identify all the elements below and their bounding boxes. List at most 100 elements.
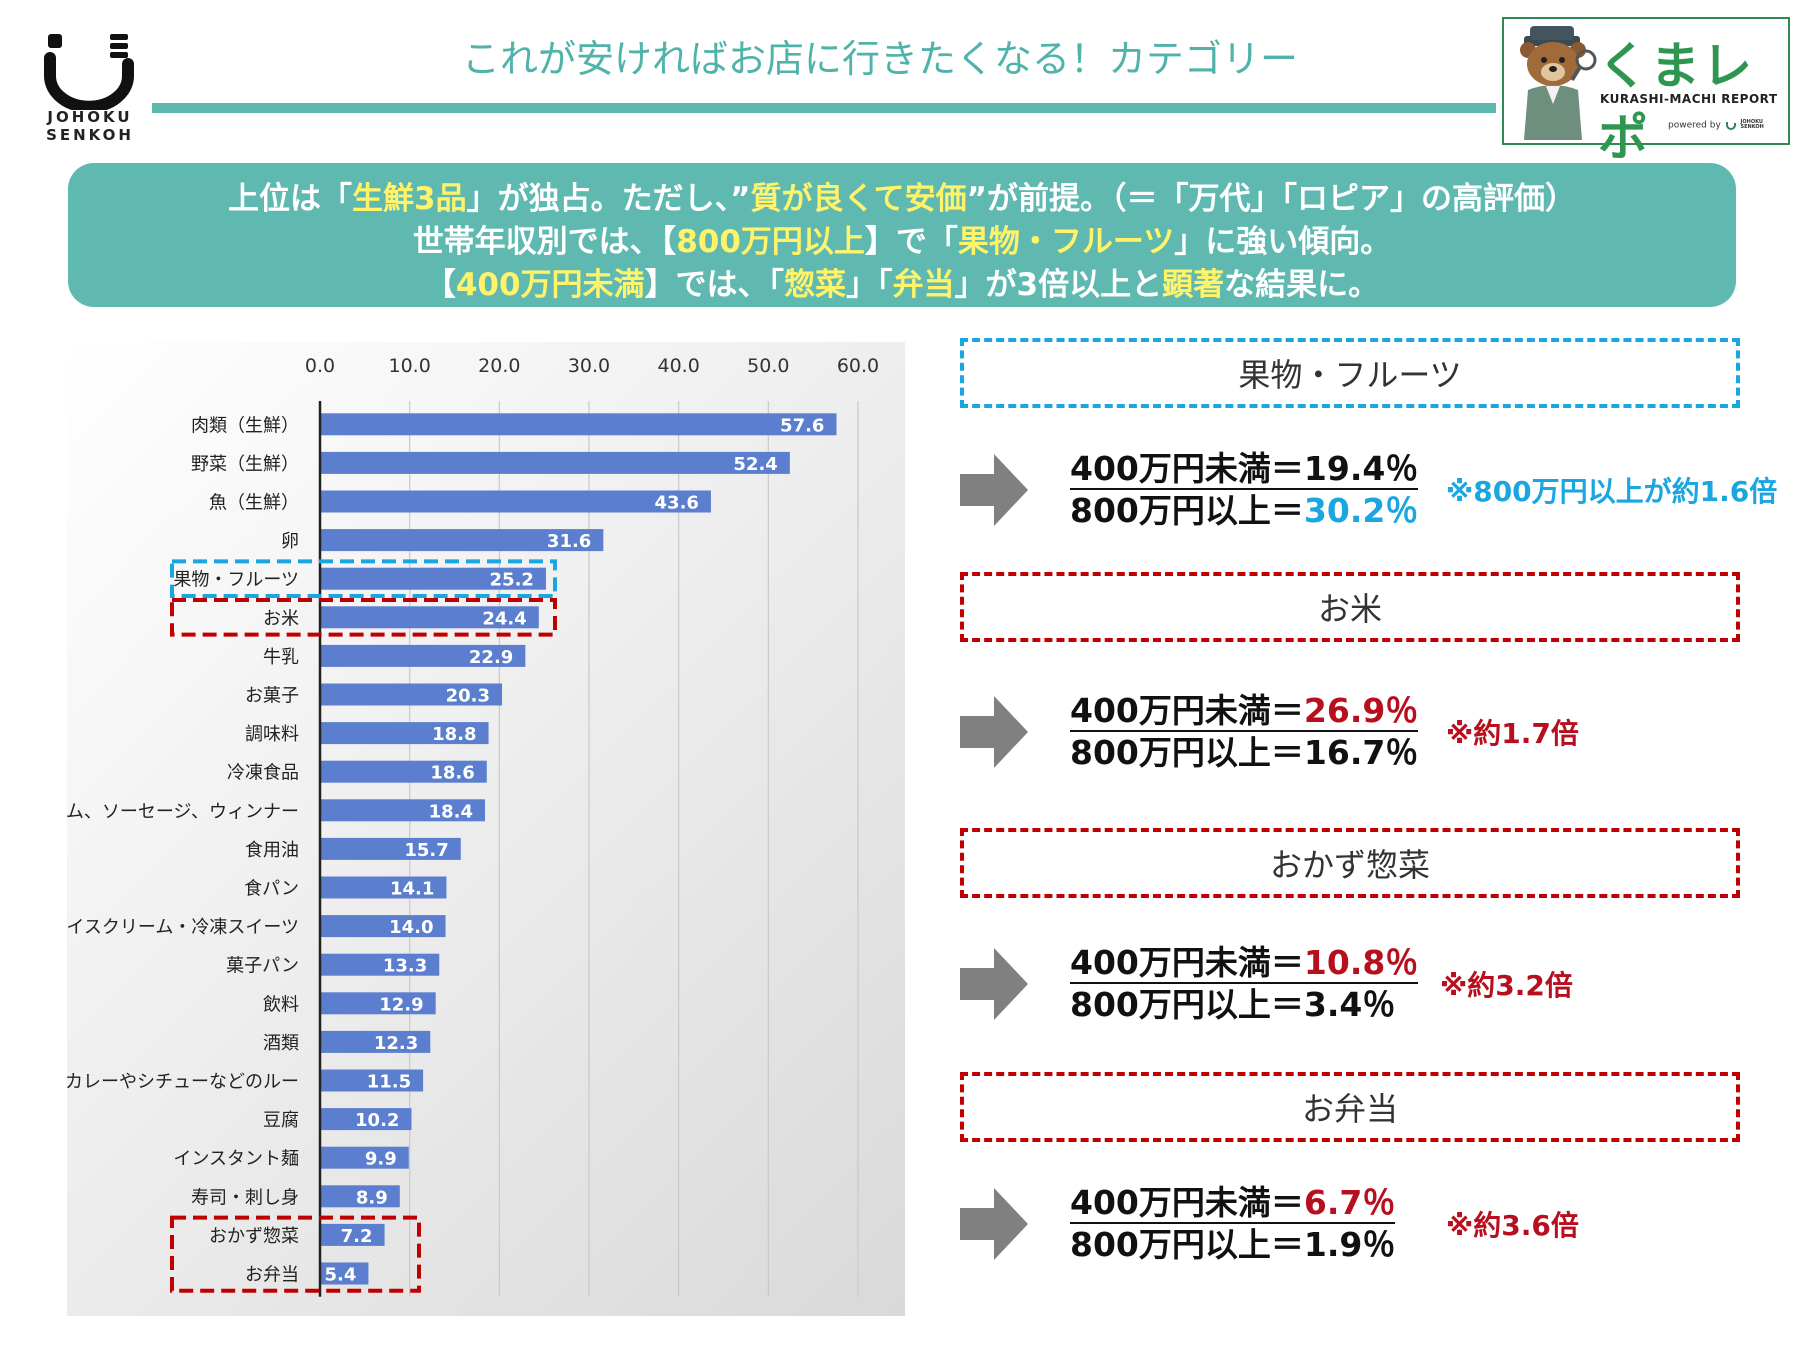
category-label: 寿司・刺し身 [191, 1187, 299, 1208]
bar [320, 683, 503, 706]
x-tick-label: 0.0 [305, 355, 335, 377]
bar [320, 490, 711, 513]
comparison-title: 果物・フルーツ [1238, 356, 1462, 394]
category-label: カレーやシチューなどのルー [67, 1072, 299, 1093]
bar [320, 1030, 431, 1053]
bar [320, 1146, 409, 1169]
highlight-box-rice [170, 598, 557, 637]
stat-low-income: 400万円未満＝19.4％ [1070, 449, 1419, 490]
stat-high-income: 800万円以上＝3.4％ [1070, 985, 1396, 1024]
right-arrow-icon [960, 948, 1028, 1020]
stat-high-income: 800万円以上＝30.2％ [1070, 491, 1419, 530]
bar-value-label: 12.3 [374, 1033, 418, 1054]
x-tick-label: 40.0 [658, 355, 700, 377]
bar [320, 799, 485, 822]
category-label: 酒類 [263, 1033, 299, 1054]
comparison-note: ※約3.6倍 [1446, 1209, 1579, 1242]
stat-low-income: 400万円未満＝10.8％ [1070, 943, 1419, 984]
bar [320, 722, 489, 745]
stat-high-income: 800万円以上＝16.7％ [1070, 733, 1419, 772]
category-label: 牛乳 [263, 647, 299, 668]
right-arrow-icon [960, 454, 1028, 526]
bar-chart: 0.0 10.0 20.0 30.0 40.0 50.0 60.0 57.6 肉類（生鮮） 52.… [67, 355, 879, 1297]
brand-subtitle: KURASHI-MACHI REPORT [1600, 92, 1778, 106]
bar-value-label: 10.2 [355, 1110, 399, 1131]
comparison-stats: 400万円未満＝6.7％ 800万円以上＝1.9％ [1070, 1182, 1396, 1266]
bar-value-label: 20.3 [446, 686, 490, 707]
mini-logo-icon [1725, 121, 1736, 130]
title-rule [152, 103, 1496, 113]
comparison-title-box: お弁当 [960, 1072, 1740, 1142]
bar [320, 1223, 385, 1246]
bar [320, 567, 546, 590]
bar-value-label: 7.2 [341, 1226, 373, 1247]
right-arrow-icon [960, 1188, 1028, 1260]
comparison-title-box: おかず惣菜 [960, 828, 1740, 898]
bar-value-label: 18.6 [430, 763, 474, 784]
bar-value-label: 14.1 [390, 879, 434, 900]
x-tick-label: 30.0 [568, 355, 610, 377]
category-label: ハム、ソーセージ、ウィンナー [67, 801, 299, 822]
bar-value-label: 13.3 [383, 956, 427, 977]
stat-low-income: 400万円未満＝6.7％ [1070, 1183, 1396, 1224]
bar [320, 1262, 369, 1285]
category-label: 果物・フルーツ [173, 570, 299, 591]
bar [320, 915, 446, 938]
x-tick-label: 10.0 [389, 355, 431, 377]
summary-line-1: 上位は「生鮮3品」が独占。ただし、”質が良くて安価”が前提。（＝「万代」「ロピア… [228, 181, 1576, 217]
johoku-senkoh-logo [44, 34, 134, 110]
bar-value-label: 11.5 [367, 1072, 411, 1093]
bar-value-label: 57.6 [780, 415, 824, 436]
bar-value-label: 25.2 [490, 570, 534, 591]
bar-value-label: 5.4 [325, 1265, 357, 1286]
bar-value-label: 31.6 [547, 531, 591, 552]
category-label: 調味料 [245, 724, 299, 745]
x-tick-label: 20.0 [478, 355, 520, 377]
category-label: 卵 [281, 531, 299, 552]
bar-value-label: 8.9 [356, 1187, 388, 1208]
comparison-stats: 400万円未満＝26.9％ 800万円以上＝16.7％ [1070, 690, 1419, 774]
bar-value-label: 14.0 [389, 917, 433, 938]
bar-value-label: 52.4 [733, 454, 777, 475]
bar-chart-panel: 0.0 10.0 20.0 30.0 40.0 50.0 60.0 57.6 肉類（生鮮） 52.… [67, 342, 905, 1316]
bar-value-label: 24.4 [482, 608, 526, 629]
bar [320, 529, 604, 552]
bar [320, 1185, 400, 1208]
comparison-title-box: 果物・フルーツ [960, 338, 1740, 408]
bar [320, 451, 790, 474]
x-tick-label: 50.0 [747, 355, 789, 377]
x-tick-label: 60.0 [837, 355, 879, 377]
bar [320, 644, 526, 667]
bar [320, 413, 837, 436]
category-label: 野菜（生鮮） [191, 454, 299, 475]
comparison-note: ※800万円以上が約1.6倍 [1446, 475, 1778, 508]
bar [320, 1069, 424, 1092]
right-arrow-icon [960, 696, 1028, 768]
bar [320, 953, 440, 976]
comparison-title: お米 [1317, 590, 1382, 628]
bar-value-label: 43.6 [655, 493, 699, 514]
category-label: 肉類（生鮮） [191, 415, 299, 436]
brand-name: くまレポ [1598, 37, 1754, 167]
bar-value-label: 18.4 [429, 801, 473, 822]
bar-value-label: 9.9 [365, 1149, 397, 1170]
comparison-title: おかず惣菜 [1269, 846, 1430, 884]
bear-detective-mascot-icon [1520, 26, 1597, 140]
comparison-title-box: お米 [960, 572, 1740, 642]
logo-wordmark: JOHOKU SENKOH [46, 108, 134, 144]
comparison-title: お弁当 [1301, 1090, 1398, 1128]
comparison-note: ※約1.7倍 [1446, 717, 1579, 750]
bar [320, 876, 447, 899]
bar [320, 992, 436, 1015]
bar [320, 1108, 412, 1131]
bar-value-label: 15.7 [404, 840, 448, 861]
category-label: アイスクリーム・冷凍スイーツ [67, 917, 299, 938]
category-label: お菓子 [245, 686, 299, 707]
category-label: 冷凍食品 [227, 763, 299, 784]
bar [320, 606, 539, 629]
highlight-box-fruit [170, 559, 557, 598]
category-label: 食用油 [245, 840, 299, 861]
comparison-note: ※約3.2倍 [1440, 969, 1573, 1002]
category-label: 魚（生鮮） [209, 493, 299, 514]
category-label: お弁当 [245, 1265, 299, 1286]
